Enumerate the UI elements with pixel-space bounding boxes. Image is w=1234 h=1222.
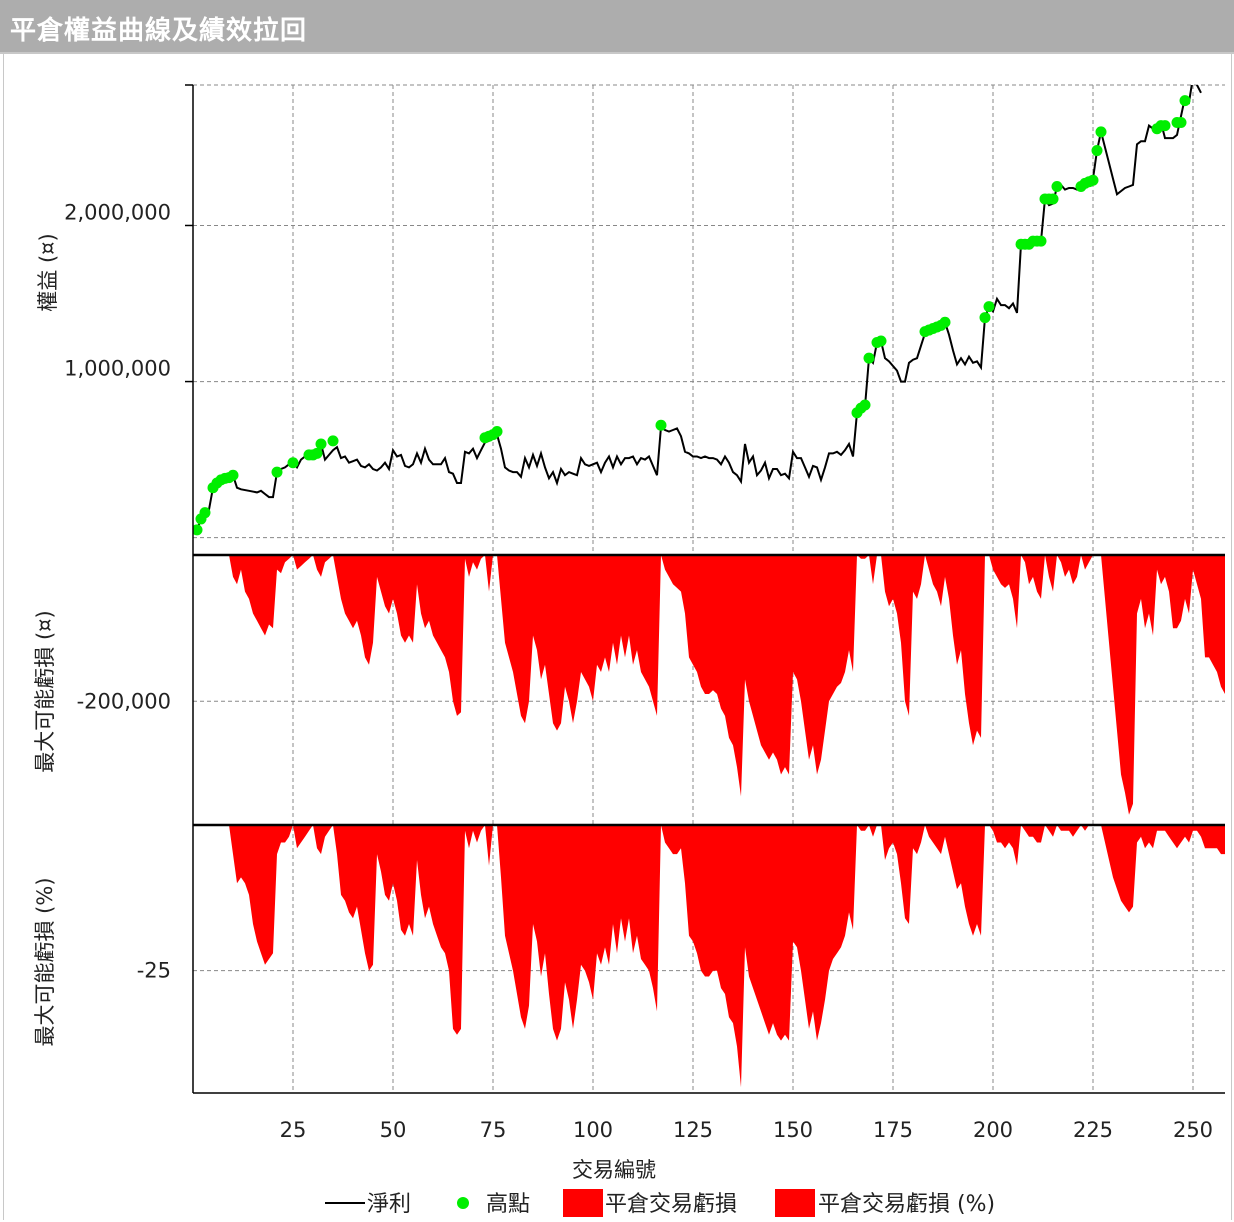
equity-y-tick-label: 2,000,000 (64, 200, 171, 224)
x-tick-label: 225 (1073, 1118, 1113, 1142)
peak-point (983, 301, 995, 313)
equity-y-tick-label: 1,000,000 (64, 357, 171, 381)
peak-point (491, 426, 503, 438)
chart-frame (3, 54, 1232, 1220)
peak-point (1159, 120, 1171, 132)
window-title: 平倉權益曲線及績效拉回 (10, 16, 308, 46)
peak-point (1091, 145, 1103, 157)
x-tick-label: 50 (380, 1118, 407, 1142)
peak-point (1095, 126, 1107, 138)
peak-point (1047, 193, 1059, 205)
x-tick-label: 250 (1173, 1118, 1213, 1142)
drawdown-y-tick-label: -200,000 (77, 689, 171, 713)
x-tick-label: 100 (573, 1118, 613, 1142)
peak-point (1175, 116, 1187, 128)
x-tick-label: 175 (873, 1118, 913, 1142)
peak-point (1188, 72, 1199, 83)
legend-item-label: 平倉交易虧損 (605, 1192, 737, 1217)
legend-dot-swatch (457, 1197, 469, 1209)
x-tick-label: 75 (480, 1118, 507, 1142)
peak-point (1035, 235, 1047, 247)
peak-point (193, 524, 203, 536)
drawdown-area (193, 825, 1225, 1088)
legend-item-label: 平倉交易虧損 (%) (818, 1192, 995, 1217)
drawdown-y-tick-label: -25 (137, 959, 171, 983)
drawdown-plot-area-2 (193, 825, 1225, 1088)
title-bar: 平倉權益曲線及績效拉回 (0, 0, 1234, 54)
drawdown-y-axis-title: 最大可能虧損 (¤) (33, 610, 57, 772)
peak-point (875, 335, 887, 347)
legend-item-label: 淨利 (367, 1192, 411, 1217)
net-profit-line (196, 85, 1202, 531)
legend-box-swatch (775, 1189, 815, 1217)
equity-y-axis-title: 權益 (¤) (36, 233, 60, 311)
peak-point (1179, 95, 1191, 107)
peak-point (979, 312, 991, 324)
peak-point (227, 469, 239, 481)
drawdown-plot-area-1 (193, 555, 1225, 815)
peak-point (1087, 174, 1099, 186)
drawdown-y-axis-title: 最大可能虧損 (%) (33, 877, 57, 1046)
equity-plot-area (193, 72, 1202, 536)
peak-point (327, 435, 339, 447)
legend-box-swatch (563, 1189, 603, 1217)
x-tick-label: 25 (280, 1118, 307, 1142)
peak-point (311, 447, 323, 459)
peak-point (939, 316, 951, 328)
x-axis-title: 交易編號 (572, 1158, 656, 1182)
peak-point (863, 352, 875, 364)
peak-point (315, 438, 327, 450)
peak-point (1051, 180, 1063, 192)
drawdown-area (193, 555, 1225, 815)
x-tick-label: 200 (973, 1118, 1013, 1142)
peak-point (271, 466, 283, 478)
peak-point (655, 419, 667, 431)
x-tick-label: 150 (773, 1118, 813, 1142)
peak-point (859, 399, 871, 411)
x-tick-label: 125 (673, 1118, 713, 1142)
peak-point (287, 457, 299, 469)
legend-item-label: 高點 (486, 1192, 530, 1217)
peak-point (199, 507, 211, 519)
